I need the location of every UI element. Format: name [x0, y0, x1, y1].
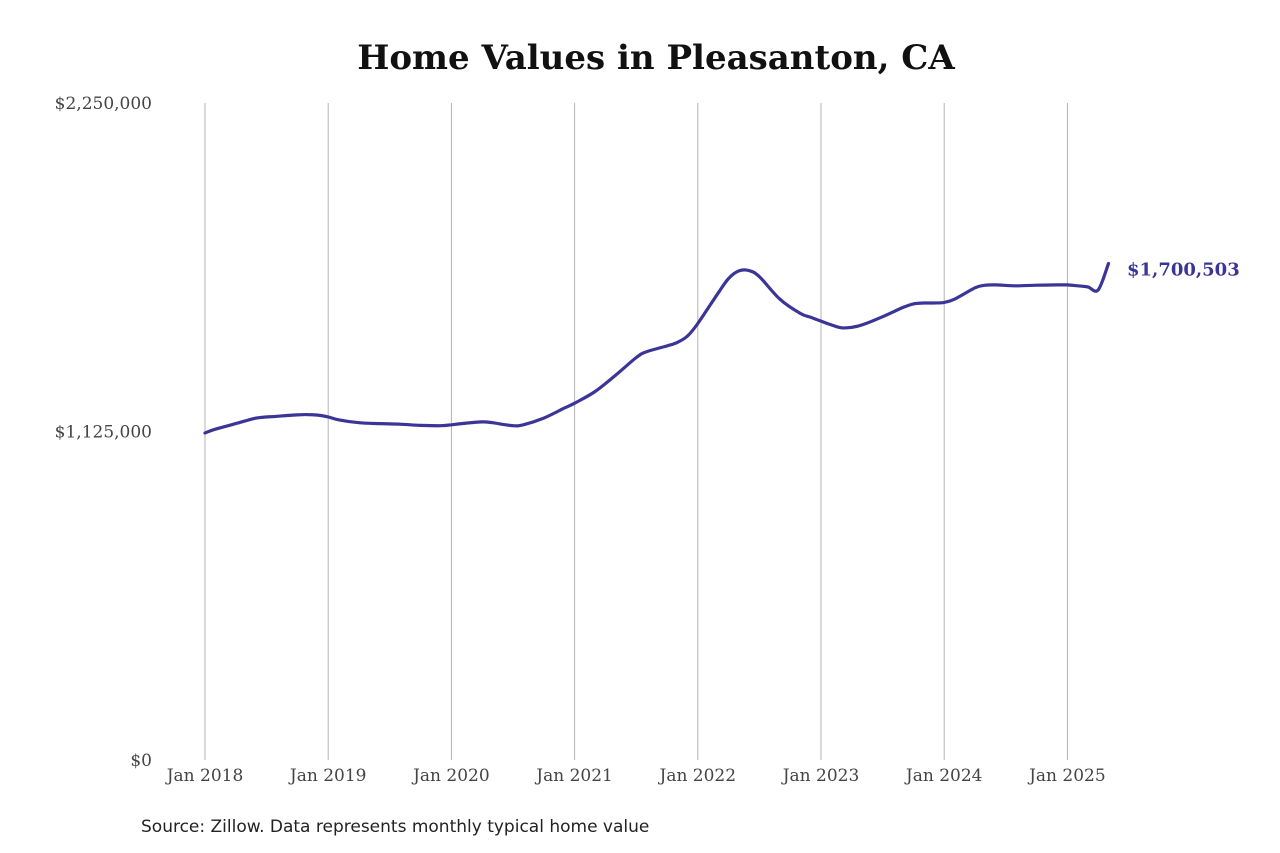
x-tick-label: Jan 2020 [411, 766, 490, 786]
x-tick-label: Jan 2022 [658, 766, 737, 786]
chart-title: Home Values in Pleasanton, CA [357, 38, 955, 78]
x-axis-ticks: Jan 2018 Jan 2019 Jan 2020 Jan 2021 Jan 2022… [165, 766, 1106, 786]
y-tick-label: $2,250,000 [55, 94, 152, 114]
x-tick-label: Jan 2021 [534, 766, 613, 786]
home-value-series-line [203, 261, 1111, 435]
vertical-gridlines [204, 103, 1068, 760]
x-tick-label: Jan 2024 [904, 766, 983, 786]
x-tick-label: Jan 2025 [1027, 766, 1106, 786]
source-note: Source: Zillow. Data represents monthly … [141, 817, 650, 837]
y-axis-ticks: $0 $1,125,000 $2,250,000 [55, 94, 152, 771]
x-tick-label: Jan 2018 [165, 766, 244, 786]
x-tick-label: Jan 2023 [781, 766, 860, 786]
y-tick-label: $1,125,000 [55, 423, 152, 443]
latest-value-label: $1,700,503 [1127, 259, 1240, 280]
x-tick-label: Jan 2019 [288, 766, 367, 786]
y-tick-label: $0 [130, 751, 152, 771]
